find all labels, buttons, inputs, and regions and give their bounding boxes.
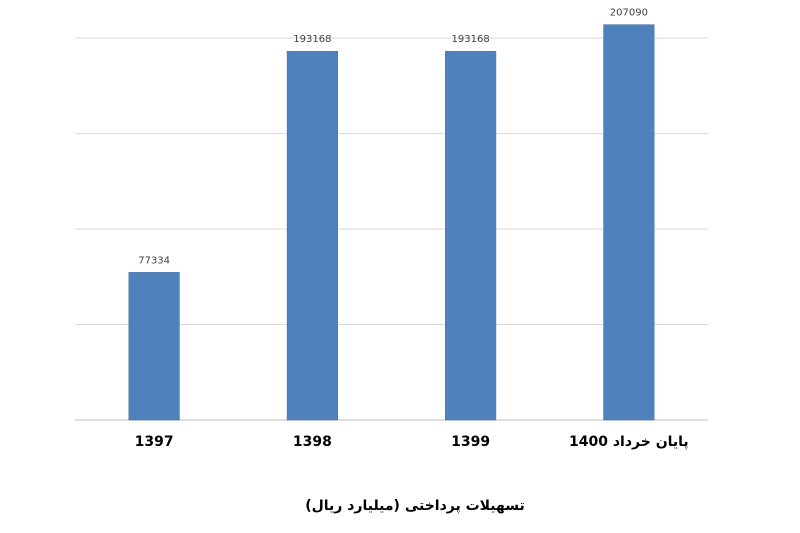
x-tick-label: 1398 <box>293 434 332 450</box>
bar <box>603 24 655 421</box>
data-label: 193168 <box>293 34 331 45</box>
x-tick-label: 1397 <box>135 434 174 450</box>
x-tick-label: 1399 <box>451 434 490 450</box>
bar <box>286 50 338 421</box>
x-tick-label: پایان خرداد 1400 <box>569 434 689 450</box>
bar <box>128 272 180 421</box>
data-label: 77334 <box>138 255 170 266</box>
data-label: 207090 <box>610 8 648 19</box>
data-label: 193168 <box>452 34 490 45</box>
bar <box>445 50 497 421</box>
x-axis-title: تسهیلات پرداختی (میلیارد ریال) <box>305 498 525 514</box>
